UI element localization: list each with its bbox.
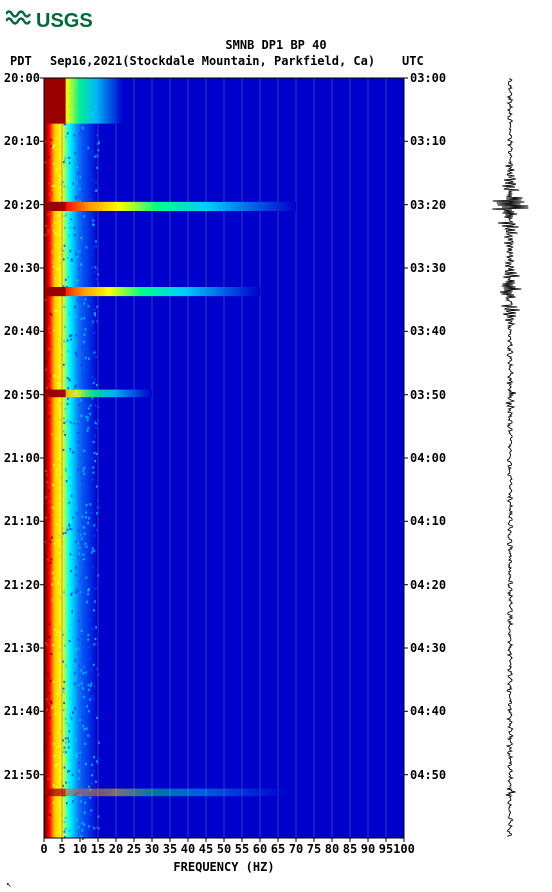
xtick: 30: [145, 842, 159, 856]
xtick: 35: [163, 842, 177, 856]
xtick: 85: [343, 842, 357, 856]
ytick-utc: 03:30: [410, 261, 446, 275]
x-axis-frequency: 0510152025303540455055606570758085909510…: [44, 842, 404, 858]
ytick-utc: 04:50: [410, 768, 446, 782]
ytick-pdt: 20:10: [4, 134, 40, 148]
xtick: 65: [271, 842, 285, 856]
ytick-pdt: 20:30: [4, 261, 40, 275]
x-axis-label: FREQUENCY (HZ): [44, 860, 404, 874]
ytick-utc: 04:10: [410, 514, 446, 528]
cursor-indicator: ↖: [6, 880, 11, 890]
ytick-pdt: 21:40: [4, 704, 40, 718]
ytick-pdt: 20:40: [4, 324, 40, 338]
y-axis-pdt: 20:0020:1020:2020:3020:4020:5021:0021:10…: [0, 78, 42, 838]
ytick-pdt: 21:10: [4, 514, 40, 528]
xtick: 10: [73, 842, 87, 856]
xtick: 20: [109, 842, 123, 856]
xtick: 90: [361, 842, 375, 856]
xtick: 95: [379, 842, 393, 856]
ytick-utc: 04:30: [410, 641, 446, 655]
xtick: 50: [217, 842, 231, 856]
ytick-pdt: 21:20: [4, 578, 40, 592]
ytick-utc: 03:40: [410, 324, 446, 338]
logo-text: USGS: [36, 10, 93, 33]
ytick-pdt: 20:20: [4, 198, 40, 212]
xtick: 100: [393, 842, 415, 856]
ytick-pdt: 21:00: [4, 451, 40, 465]
ytick-pdt: 20:50: [4, 388, 40, 402]
xtick: 55: [235, 842, 249, 856]
xtick: 60: [253, 842, 267, 856]
xtick: 15: [91, 842, 105, 856]
wave-icon: [6, 8, 32, 34]
seismogram-trace: [486, 78, 534, 838]
chart-title: SMNB DP1 BP 40: [0, 38, 552, 52]
pdt-label: PDT: [10, 54, 32, 68]
xtick: 5: [58, 842, 65, 856]
usgs-logo: USGS: [6, 8, 93, 34]
xtick: 40: [181, 842, 195, 856]
xtick: 70: [289, 842, 303, 856]
xtick: 0: [40, 842, 47, 856]
date-label: Sep16,2021(Stockdale Mountain, Parkfield…: [50, 54, 375, 68]
utc-label: UTC: [402, 54, 424, 68]
ytick-utc: 03:00: [410, 71, 446, 85]
xtick: 80: [325, 842, 339, 856]
ytick-pdt: 21:50: [4, 768, 40, 782]
ytick-utc: 03:50: [410, 388, 446, 402]
xtick: 25: [127, 842, 141, 856]
ytick-utc: 03:20: [410, 198, 446, 212]
xtick: 75: [307, 842, 321, 856]
ytick-utc: 03:10: [410, 134, 446, 148]
xtick: 45: [199, 842, 213, 856]
ytick-pdt: 21:30: [4, 641, 40, 655]
ytick-utc: 04:40: [410, 704, 446, 718]
ytick-utc: 04:20: [410, 578, 446, 592]
y-axis-utc: 03:0003:1003:2003:3003:4003:5004:0004:10…: [406, 78, 450, 838]
spectrogram-plot: [44, 78, 404, 838]
ytick-utc: 04:00: [410, 451, 446, 465]
ytick-pdt: 20:00: [4, 71, 40, 85]
